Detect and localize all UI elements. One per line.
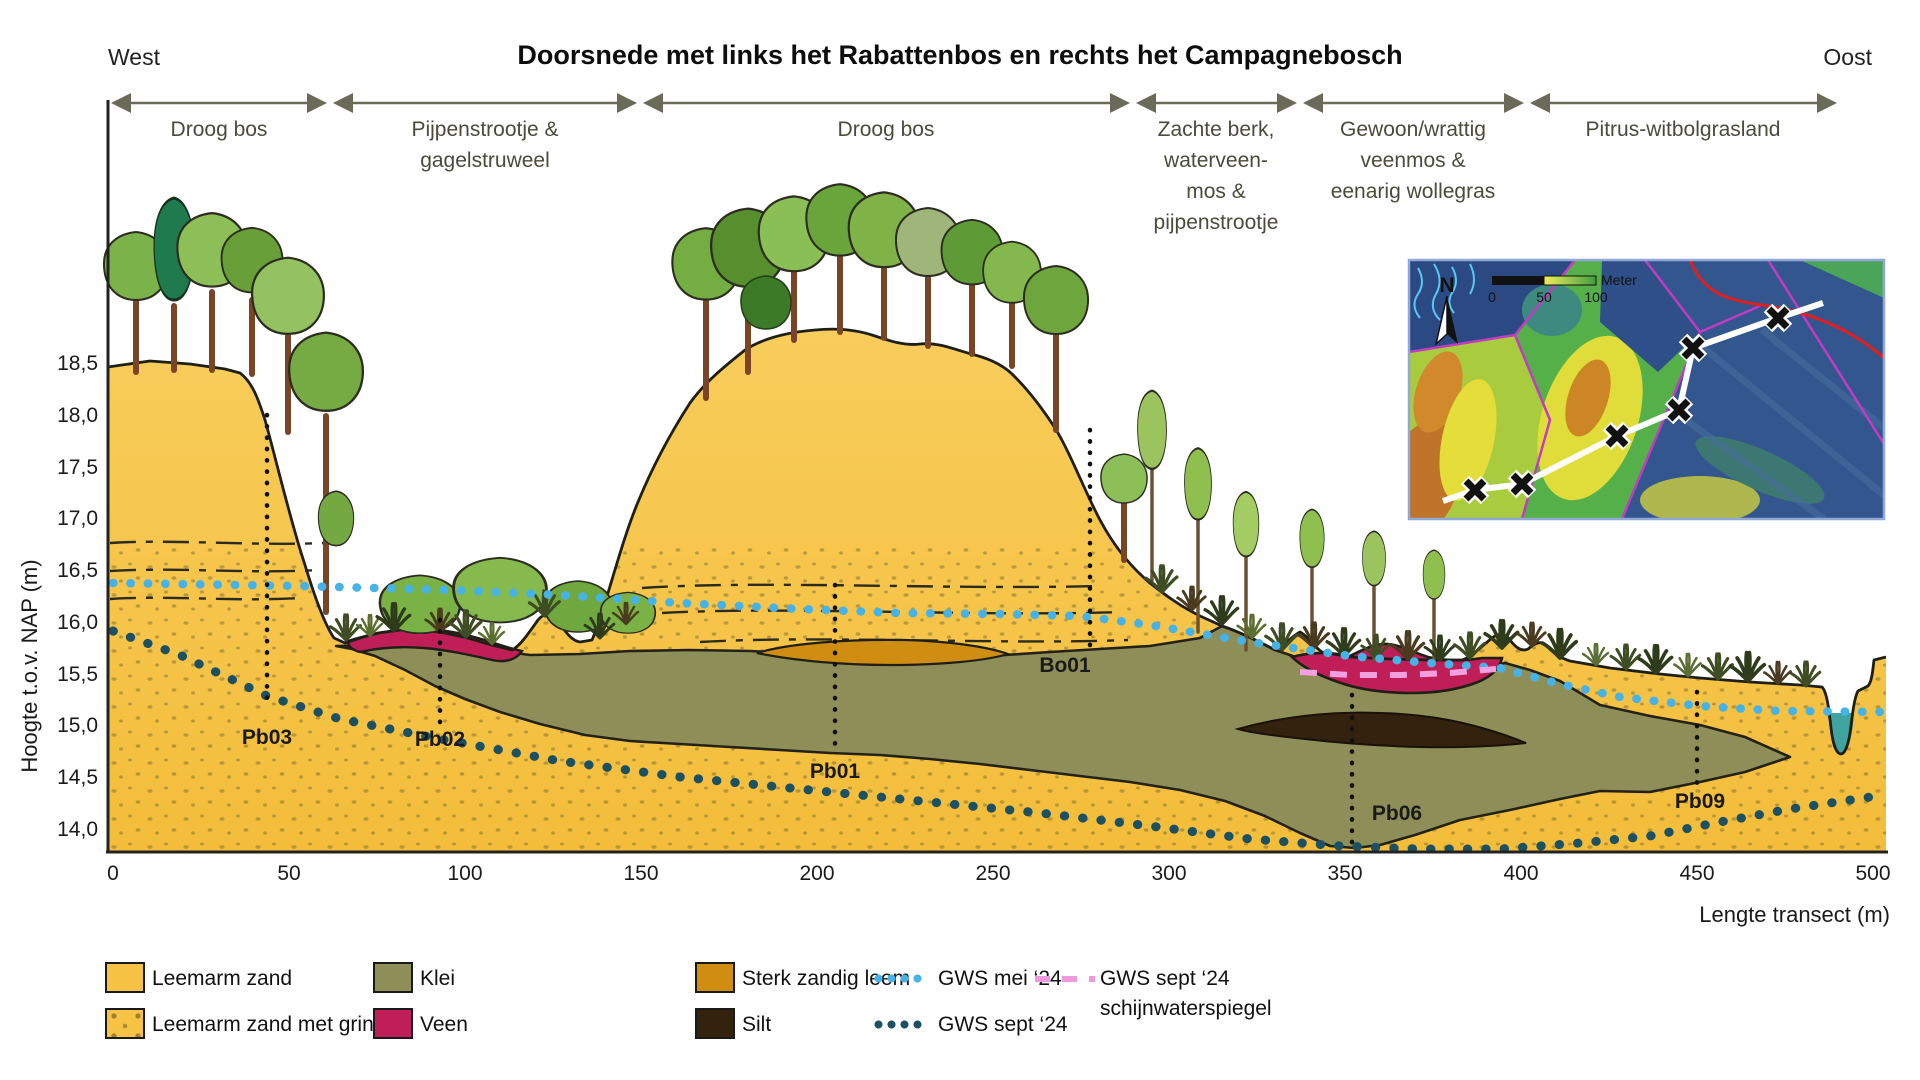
- x-tick-0: 0: [107, 862, 119, 885]
- y-tick-16-5: 16,5: [57, 559, 98, 582]
- x-tick-450: 450: [1679, 862, 1715, 885]
- borehole-label-bo01: Bo01: [1039, 654, 1091, 677]
- y-axis-label: Hoogte t.o.v. NAP (m): [17, 559, 42, 773]
- map-scale-tick-0: 0: [1488, 289, 1496, 305]
- x-tick-500: 500: [1855, 862, 1891, 885]
- borehole-lines: [264, 412, 1700, 848]
- x-axis-label: Lengte transect (m): [1699, 902, 1890, 927]
- x-tick-50: 50: [277, 862, 301, 885]
- zone-label-zachte-berk: Zachte berk, waterveen- mos & pijpenstro…: [1153, 118, 1279, 234]
- x-tick-400: 400: [1503, 862, 1539, 885]
- legend-label-gws-sept: GWS sept ‘24: [938, 1013, 1068, 1036]
- loam-band-lines: [109, 540, 1129, 644]
- borehole-label-pb06: Pb06: [1371, 802, 1423, 825]
- map-contour-squiggles: [1413, 263, 1475, 321]
- legend-swatch-klei: [373, 962, 413, 993]
- zone-label-veenmos-wollegras: Gewoon/wrattig veenmos & eenarig wollegr…: [1330, 118, 1496, 203]
- map-transect-markers: [1460, 303, 1793, 505]
- map-parcel-lines: [1409, 260, 1884, 519]
- direction-oost-label: Oost: [1823, 44, 1872, 70]
- legend-label-leemarm-zand-met-grind: Leemarm zand met grind: [152, 1013, 386, 1036]
- y-tick-15-0: 15,0: [57, 714, 98, 737]
- figure-title: Doorsnede met links het Rabattenbos en r…: [517, 40, 1403, 70]
- borehole-label-pb02: Pb02: [414, 728, 466, 751]
- x-tick-300: 300: [1151, 862, 1187, 885]
- trees-left-hill: [102, 196, 365, 615]
- trees-wet-zone-birches: [1136, 389, 1446, 662]
- map-red-boundary: [1688, 260, 1884, 360]
- gws-sept-24-line: [108, 626, 1889, 854]
- x-tick-200: 200: [799, 862, 835, 885]
- legend-swatch-veen: [373, 1008, 413, 1039]
- legend-line-gws-sept: [872, 1020, 924, 1029]
- legend-label-schijnwaterspiegel: GWS sept ‘24 schijnwaterspiegel: [1100, 967, 1272, 1020]
- y-tick-17-5: 17,5: [57, 456, 98, 479]
- legend-line-gws-mei: [872, 974, 924, 983]
- inset-map: N 0 50 100 Meter: [1407, 258, 1886, 521]
- legend-line-schijnwaterspiegel: [1035, 976, 1095, 982]
- direction-west-label: West: [108, 44, 160, 70]
- gws-mei-24-line: [108, 578, 1889, 717]
- map-scale-tick-100: 100: [1584, 289, 1608, 305]
- legend-swatch-silt: [695, 1008, 735, 1039]
- map-scale-tick-50: 50: [1536, 289, 1552, 305]
- borehole-label-pb01: Pb01: [809, 760, 861, 783]
- map-border: [1407, 258, 1886, 521]
- sterk-zandig-leem-lens: [756, 638, 1012, 667]
- map-north-label: N: [1439, 274, 1454, 297]
- legend-label-leemarm-zand: Leemarm zand: [152, 967, 293, 990]
- borehole-label-pb03: Pb03: [241, 726, 293, 749]
- zone-label-droog-bos-midden: Droog bos: [837, 118, 935, 141]
- legend-swatch-leemarm-zand-met-grind: [105, 1008, 145, 1039]
- ground-surface-line: [107, 327, 1887, 756]
- x-tick-150: 150: [623, 862, 659, 885]
- legend-label-veen: Veen: [420, 1013, 468, 1036]
- y-tick-16-0: 16,0: [57, 611, 98, 634]
- legend-label-klei: Klei: [420, 967, 456, 990]
- y-tick-14-5: 14,5: [57, 766, 98, 789]
- x-tick-350: 350: [1327, 862, 1363, 885]
- legend-label-sterk-zandig-leem: Sterk zandig leem: [742, 967, 911, 990]
- map-scale-bar: [1492, 275, 1597, 286]
- y-tick-18-0: 18,0: [57, 404, 98, 427]
- legend-swatch-leemarm-zand: [105, 962, 145, 993]
- map-north-arrow: [1434, 295, 1458, 347]
- borehole-label-pb09: Pb09: [1674, 790, 1726, 813]
- trees-middle-hill: [671, 183, 1148, 563]
- y-tick-18-5: 18,5: [57, 352, 98, 375]
- y-tick-17-0: 17,0: [57, 507, 98, 530]
- legend-swatch-sterk-zandig-leem: [695, 962, 735, 993]
- x-tick-100: 100: [447, 862, 483, 885]
- y-tick-15-5: 15,5: [57, 663, 98, 686]
- y-tick-14-0: 14,0: [57, 818, 98, 841]
- zone-label-pijpenstrootje: Pijpenstrootje & gagelstruweel: [411, 118, 559, 172]
- axes: [106, 100, 1888, 854]
- map-scale-unit-label: Meter: [1601, 272, 1637, 288]
- zone-label-droog-bos-west: Droog bos: [170, 118, 268, 141]
- schijnwaterspiegel-line: [1299, 666, 1497, 678]
- legend-label-silt: Silt: [742, 1013, 772, 1036]
- silt-lens: [1234, 711, 1527, 749]
- zone-label-pitrus: Pitrus-witbolgrasland: [1585, 118, 1781, 141]
- x-tick-250: 250: [975, 862, 1011, 885]
